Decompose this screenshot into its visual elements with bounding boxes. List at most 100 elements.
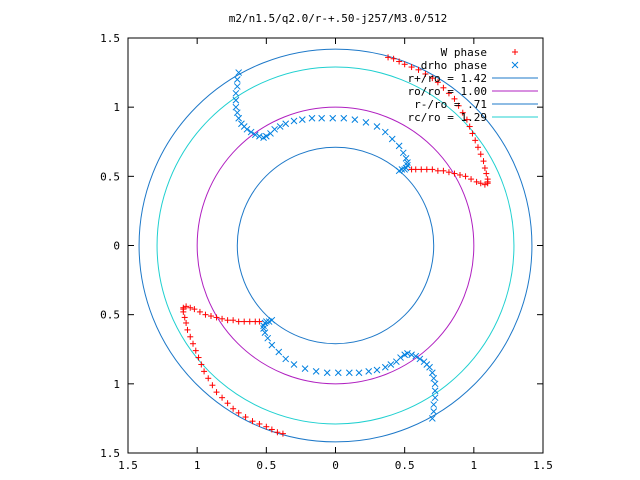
drho-phase-point [387,361,395,368]
w-phase-point [230,317,237,324]
drho-phase-point [395,167,403,175]
w-phase-point [434,79,441,86]
drho-phase-point [373,366,381,374]
w-phase-point [445,169,452,176]
w-phase-point [429,166,436,173]
drho-phase-point [395,142,403,150]
drho-phase-point [276,123,284,130]
drho-phase-point [401,166,409,173]
drho-phase-point [262,132,270,140]
w-phase-point [474,144,481,151]
w-phase-point [423,166,430,173]
legend-marker-sample [511,61,519,69]
x-tick-label: 0.5 [256,459,276,472]
w-phase-point [202,311,209,318]
y-tick-label: 1.5 [100,32,120,45]
w-phase-point [230,405,237,412]
w-phase-point [477,180,484,187]
drho-phase-point [233,109,241,117]
x-tick-label: 0.5 [395,459,415,472]
w-phase-point [181,314,188,321]
w-phase-point [415,66,422,73]
drho-phase-point [298,116,306,123]
w-phase-point [263,423,270,430]
drho-phase-point [264,334,272,342]
w-phase-point [483,170,490,177]
w-phase-point [468,176,475,183]
drho-phase-point [323,369,331,377]
w-phase-point [249,418,256,425]
drho-phase-point [428,415,436,422]
w-phase-point [191,306,198,313]
w-phase-point [459,109,466,116]
w-phase-point [440,167,447,174]
w-phase-point [484,180,491,187]
x-tick-label: 0 [332,459,339,472]
w-phase-point [466,123,473,130]
legend-entry: W phase [441,46,518,59]
drho-phase-point [235,69,243,76]
x-tick-label: 1.5 [533,459,553,472]
w-phase-point [462,173,469,180]
w-phase-point [401,61,408,68]
drho-phase-point [262,318,270,325]
w-phase-point [198,361,205,368]
y-tick-label: 0 [113,240,120,253]
w-phase-point [472,137,479,144]
w-phase-point [242,414,249,421]
w-phase-point [481,181,488,188]
w-phase-point [205,375,212,382]
drho-phase-point [312,368,320,375]
drho-phase-point [345,369,353,377]
drho-phase-point [365,368,373,375]
drho-phase-point [355,369,363,377]
markers-layer [180,54,491,437]
chart-title: m2/n1.5/q2.0/r-+.50-j257/M3.0/512 [229,12,448,25]
drho-phase-point [430,374,438,382]
w-phase-point [187,333,194,340]
drho-phase-point [408,351,415,359]
drho-phase-point [381,363,389,371]
drho-phase-point [275,348,283,356]
w-phase-point [213,314,220,321]
x-ticks: 1.5 1 0.5 0 0.5 1 1.5 [118,38,553,472]
drho-phase-point [329,114,337,122]
drho-phase-point [334,369,342,377]
legend-entry: rc/ro = 1.29 [408,111,538,124]
legend-marker-sample [512,49,518,55]
w-phase-point [256,318,263,325]
w-phase-point [256,420,263,427]
drho-phase-point [260,325,267,332]
w-phase-point [396,58,403,65]
w-phase-point [408,166,415,173]
w-phase-point [224,400,231,407]
w-phase-point [455,102,462,109]
circles-layer [138,48,533,443]
w-phase-point [246,318,253,325]
drho-phase-point [430,401,438,408]
w-phase-point [183,319,190,326]
y-tick-label: 1.5 [100,447,120,460]
w-phase-point [481,165,488,172]
w-phase-point [241,318,248,325]
w-phase-point [480,158,487,165]
legend-entry: r+/ro = 1.42 [408,72,538,85]
drho-phase-point [290,361,298,368]
w-phase-point [187,304,194,311]
legend-label: r+/ro = 1.42 [408,72,487,85]
drho-phase-point [268,316,276,324]
y-tick-label: 0.5 [100,309,120,322]
drho-phase-point [431,387,439,395]
drho-phase-point [282,120,290,128]
w-phase-point [434,167,441,174]
legend-entry: ro/ro = 1.00 [408,85,538,98]
drho-phase-point [431,394,439,402]
w-phase-point [184,326,191,333]
drho-phase-point [271,125,278,133]
legend-entry: drho phase [421,59,519,72]
w-phase-point [224,317,231,324]
y-tick-label: 1 [113,101,120,114]
drho-phase-point [261,329,269,337]
